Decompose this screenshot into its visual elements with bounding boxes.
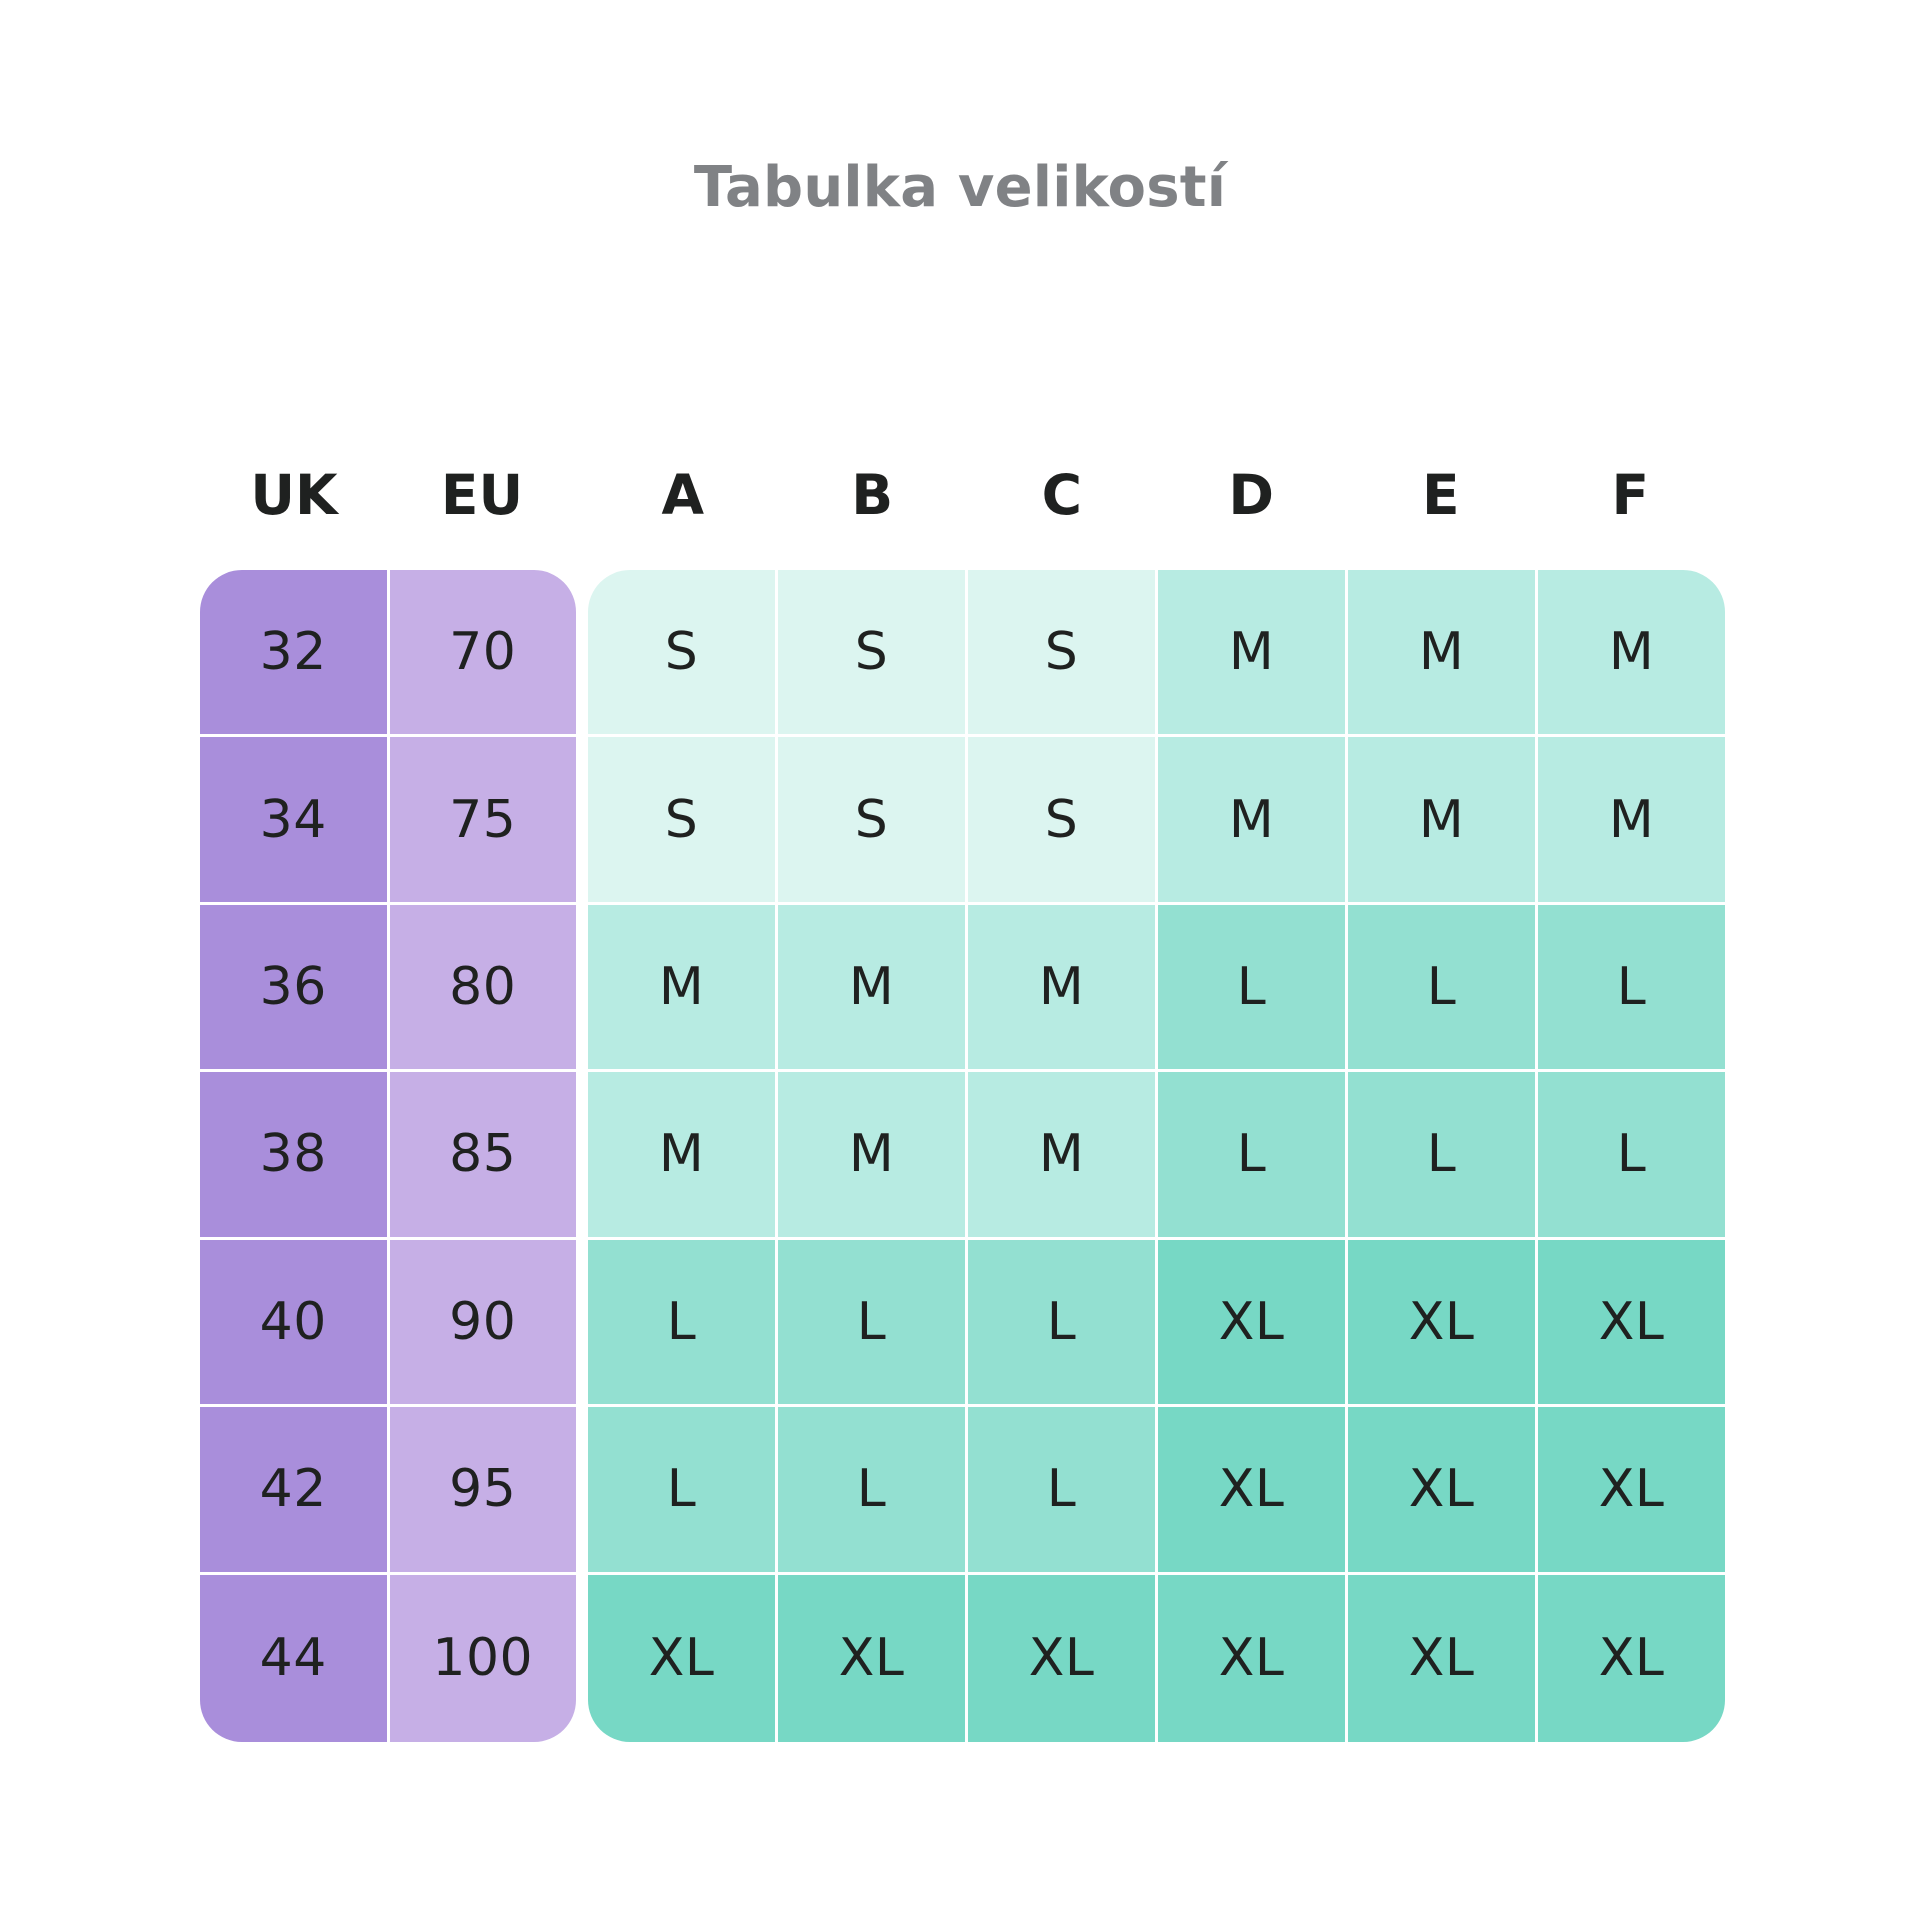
cell-cup-f: L <box>1538 1072 1725 1240</box>
table-row: S S S M M M <box>588 737 1725 905</box>
table-row: 38 85 <box>200 1072 576 1240</box>
header-cup-f: F <box>1611 463 1650 527</box>
cell-cup-d: M <box>1158 737 1348 905</box>
table-row: M M M L L L <box>588 1072 1725 1240</box>
column-headers: UK EU A B C D E F <box>200 455 1725 535</box>
cell-cup-b: L <box>778 1407 968 1575</box>
cell-cup-f: M <box>1538 737 1725 905</box>
cell-eu: 75 <box>389 737 576 905</box>
cell-cup-c: L <box>968 1239 1158 1408</box>
table-row: 32 70 <box>200 570 576 738</box>
table-row: 34 75 <box>200 737 576 905</box>
cell-uk: 44 <box>200 1574 390 1742</box>
header-cup-e: E <box>1421 463 1460 527</box>
block-spacer <box>576 570 588 1742</box>
cell-cup-b: L <box>778 1239 968 1408</box>
cell-eu: 100 <box>389 1574 576 1742</box>
cell-uk: 40 <box>200 1239 390 1408</box>
cell-cup-e: L <box>1348 1072 1538 1240</box>
cell-uk: 36 <box>200 904 390 1073</box>
table-row: XL XL XL XL XL XL <box>588 1574 1725 1742</box>
cell-cup-c: M <box>968 904 1158 1073</box>
header-cup-a: A <box>661 463 705 527</box>
cell-cup-f: XL <box>1538 1574 1725 1742</box>
cell-uk: 34 <box>200 737 390 905</box>
table-row: L L L XL XL XL <box>588 1239 1725 1408</box>
cell-cup-d: XL <box>1158 1239 1348 1408</box>
cell-cup-d: XL <box>1158 1574 1348 1742</box>
cell-eu: 85 <box>389 1072 576 1240</box>
cell-cup-d: M <box>1158 570 1348 738</box>
cell-cup-f: XL <box>1538 1239 1725 1408</box>
cell-cup-c: XL <box>968 1574 1158 1742</box>
cell-cup-c: L <box>968 1407 1158 1575</box>
cell-uk: 32 <box>200 570 390 738</box>
cell-cup-d: L <box>1158 1072 1348 1240</box>
cell-cup-b: XL <box>778 1574 968 1742</box>
header-uk: UK <box>250 463 338 527</box>
table-row: 42 95 <box>200 1407 576 1575</box>
cell-cup-c: S <box>968 570 1158 738</box>
table-row: 44 100 <box>200 1574 576 1742</box>
header-eu: EU <box>440 463 524 527</box>
cell-cup-a: M <box>588 1072 778 1240</box>
cell-cup-c: M <box>968 1072 1158 1240</box>
table-row: S S S M M M <box>588 570 1725 738</box>
cell-cup-b: S <box>778 737 968 905</box>
cell-uk: 42 <box>200 1407 390 1575</box>
cell-cup-a: M <box>588 904 778 1073</box>
cell-cup-e: L <box>1348 904 1538 1073</box>
table-row: L L L XL XL XL <box>588 1407 1725 1575</box>
cell-cup-a: L <box>588 1407 778 1575</box>
band-size-block: 32 70 34 75 36 80 38 85 40 90 42 95 44 1… <box>200 570 576 1742</box>
table-row: M M M L L L <box>588 904 1725 1073</box>
cell-cup-a: S <box>588 570 778 738</box>
size-chart-table: 32 70 34 75 36 80 38 85 40 90 42 95 44 1… <box>200 570 1725 1742</box>
cell-eu: 80 <box>389 904 576 1073</box>
cell-cup-b: M <box>778 1072 968 1240</box>
cell-cup-a: L <box>588 1239 778 1408</box>
cell-uk: 38 <box>200 1072 390 1240</box>
cup-size-block: S S S M M M S S S M M M M M M L L L M M … <box>588 570 1725 1742</box>
cell-cup-e: M <box>1348 737 1538 905</box>
cell-cup-b: S <box>778 570 968 738</box>
header-cup-b: B <box>851 463 894 527</box>
cell-cup-e: XL <box>1348 1574 1538 1742</box>
table-row: 36 80 <box>200 904 576 1073</box>
cell-cup-c: S <box>968 737 1158 905</box>
cell-cup-a: XL <box>588 1574 778 1742</box>
cell-cup-a: S <box>588 737 778 905</box>
cell-eu: 70 <box>389 570 576 738</box>
cell-cup-d: L <box>1158 904 1348 1073</box>
header-cup-d: D <box>1228 463 1275 527</box>
cell-cup-e: XL <box>1348 1407 1538 1575</box>
header-cup-c: C <box>1041 463 1082 527</box>
page-title: Tabulka velikostí <box>693 155 1227 220</box>
cell-cup-e: XL <box>1348 1239 1538 1408</box>
cell-cup-e: M <box>1348 570 1538 738</box>
cell-cup-b: M <box>778 904 968 1073</box>
table-row: 40 90 <box>200 1239 576 1408</box>
cell-cup-f: M <box>1538 570 1725 738</box>
cell-eu: 90 <box>389 1239 576 1408</box>
cell-cup-f: L <box>1538 904 1725 1073</box>
cell-cup-f: XL <box>1538 1407 1725 1575</box>
cell-eu: 95 <box>389 1407 576 1575</box>
cell-cup-d: XL <box>1158 1407 1348 1575</box>
